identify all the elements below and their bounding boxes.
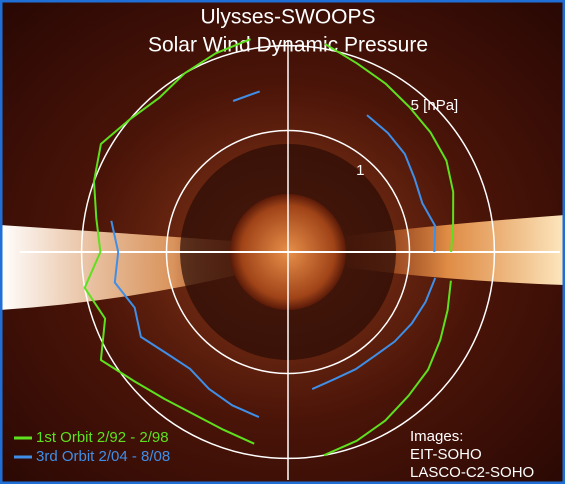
series-line [83, 38, 455, 457]
credit-text: Images: [410, 428, 463, 445]
legend-label: 1st Orbit 2/92 - 2/98 [36, 429, 169, 446]
r-grid-circle [80, 44, 496, 460]
credit-text: LASCO-C2-SOHO [410, 464, 534, 481]
r-grid-circle [165, 129, 411, 375]
credit-text: EIT-SOHO [410, 446, 482, 463]
series-line [110, 90, 437, 419]
r-tick-label: 5 [nPa] [411, 97, 459, 114]
r-tick-label: 1 [356, 162, 364, 179]
legend-label: 3rd Orbit 2/04 - 8/08 [36, 448, 170, 465]
chart-title: Ulysses-SWOOPS [200, 6, 375, 29]
